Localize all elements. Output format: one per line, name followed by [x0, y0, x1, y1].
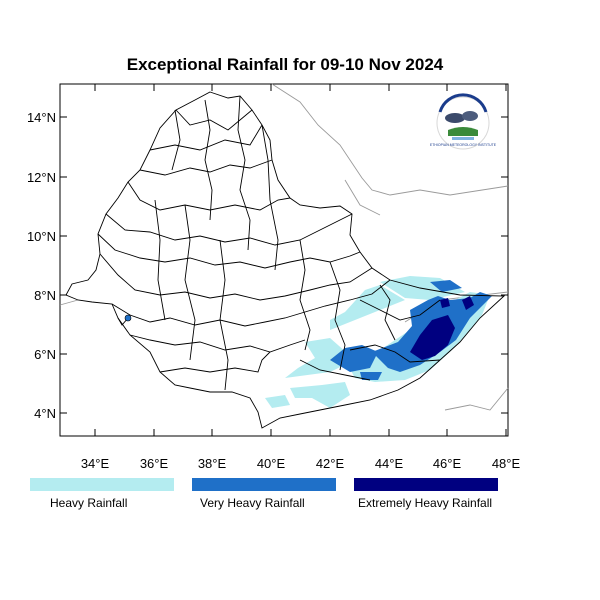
- x-tick-label: 34°E: [81, 456, 110, 471]
- y-tick-label: 8°N: [34, 288, 56, 303]
- y-tick-label: 10°N: [27, 229, 56, 244]
- x-tick-label: 44°E: [375, 456, 404, 471]
- x-tick-label: 48°E: [492, 456, 521, 471]
- y-axis-ticks: [60, 116, 508, 414]
- legend-swatch-extremely-heavy: [354, 478, 498, 491]
- y-tick-label: 6°N: [34, 347, 56, 362]
- legend-swatch-very-heavy: [192, 478, 336, 491]
- x-tick-label: 46°E: [433, 456, 462, 471]
- legend-label-very-heavy: Very Heavy Rainfall: [200, 496, 305, 510]
- x-tick-label: 38°E: [198, 456, 227, 471]
- y-tick-label: 12°N: [27, 170, 56, 185]
- x-tick-label: 36°E: [140, 456, 169, 471]
- legend-swatch-heavy: [30, 478, 174, 491]
- city-marker: [124, 314, 132, 322]
- map-frame: [59, 83, 509, 437]
- x-tick-label: 40°E: [257, 456, 286, 471]
- x-tick-label: 42°E: [316, 456, 345, 471]
- x-axis-ticks: [94, 84, 507, 436]
- y-tick-label: 4°N: [34, 406, 56, 421]
- legend-label-heavy: Heavy Rainfall: [50, 496, 128, 510]
- institute-logo: ETHIOPIAN METEOROLOGY INSTITUTE: [430, 93, 497, 150]
- y-tick-label: 14°N: [27, 110, 56, 125]
- logo-text: ETHIOPIAN METEOROLOGY INSTITUTE: [430, 143, 497, 147]
- ethiopia-boundaries: [65, 91, 506, 429]
- extremely-heavy-rainfall-area: [410, 296, 474, 360]
- legend-label-extremely-heavy: Extremely Heavy Rainfall: [358, 496, 493, 510]
- map-title: Exceptional Rainfall for 09-10 Nov 2024: [126, 55, 444, 74]
